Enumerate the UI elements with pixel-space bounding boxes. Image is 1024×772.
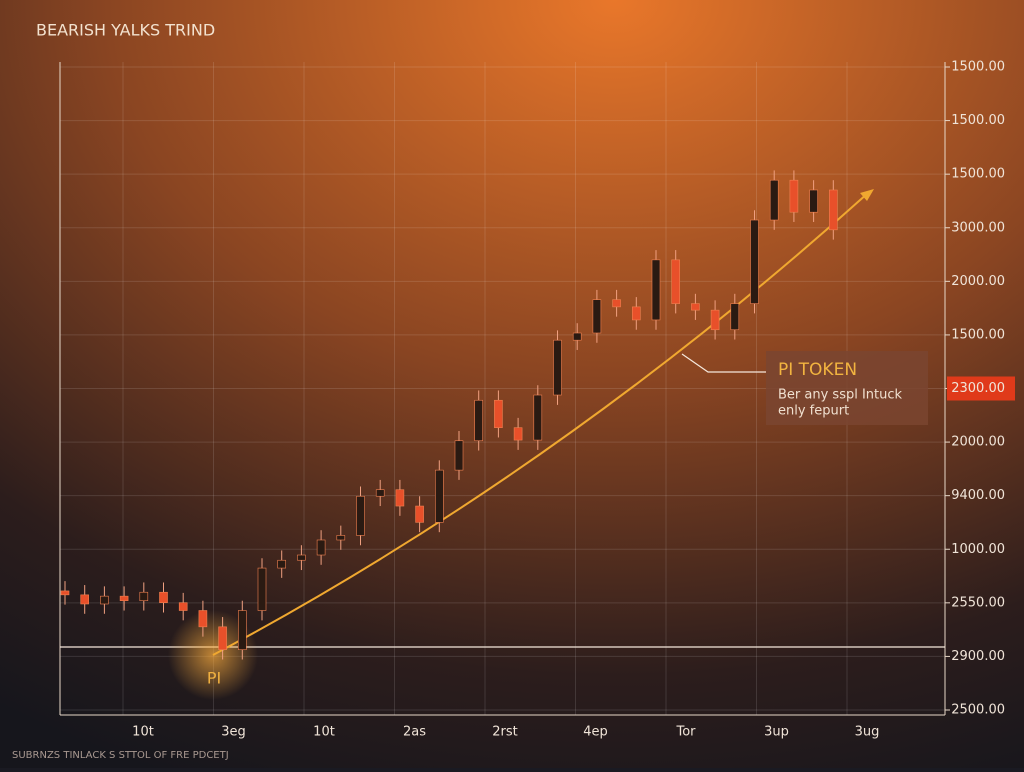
candle-body xyxy=(238,610,247,651)
candle-body xyxy=(434,469,444,523)
annotation-line: enly fepurt xyxy=(778,404,849,419)
candle-body xyxy=(139,591,149,602)
x-tick-label: Tor xyxy=(675,725,696,740)
x-tick-label: 10t xyxy=(132,725,154,740)
footer: SUBRNZS TINLACK S STTOL OF FRE PDCETJ xyxy=(12,750,229,761)
annotation-line: Ber any sspl Intuck xyxy=(778,388,903,403)
candles xyxy=(60,170,838,660)
candle-body xyxy=(789,179,799,213)
candle-body xyxy=(356,495,365,536)
candle-body xyxy=(710,309,720,331)
candle-body xyxy=(454,440,464,471)
candle-body xyxy=(572,332,582,341)
candle-body xyxy=(375,489,385,497)
y-tick-label: 1000.00 xyxy=(951,542,1005,557)
candle-body xyxy=(297,554,306,561)
x-tick-label: 2rst xyxy=(492,725,518,740)
x-tick-label: 3eg xyxy=(221,725,246,740)
y-tick-label: 3000.00 xyxy=(951,220,1005,235)
y-tick-label: 1500.00 xyxy=(951,167,1005,182)
candle-body xyxy=(60,590,70,596)
candle-body xyxy=(553,339,562,396)
candle-body xyxy=(750,219,759,304)
y-tick-label: 1500.00 xyxy=(951,113,1005,128)
y-tick-label: 9400.00 xyxy=(951,488,1005,503)
candle-body xyxy=(80,594,89,605)
x-tick-label: 3up xyxy=(764,725,789,740)
annotation-box xyxy=(766,351,928,425)
candle-body xyxy=(100,595,109,605)
y-tick-label: 2500.00 xyxy=(951,703,1005,718)
y-tick-label: 2000.00 xyxy=(951,435,1005,450)
candle-body xyxy=(395,489,405,507)
arrow-head xyxy=(860,189,874,201)
candle-body xyxy=(474,399,484,442)
candle-body xyxy=(651,259,661,321)
y-tick-label: 2000.00 xyxy=(951,274,1005,289)
candle-body xyxy=(809,189,818,213)
x-tick-label: 10t xyxy=(313,725,335,740)
y-tick-label: 2300.00 xyxy=(951,381,1005,396)
trend-arrow xyxy=(212,192,869,656)
candle-body xyxy=(316,539,326,556)
candle-body xyxy=(533,394,543,441)
candle-body xyxy=(257,567,267,611)
candle-body xyxy=(631,306,641,321)
label-highlight xyxy=(947,376,1015,401)
candle-body xyxy=(415,505,424,523)
annotation-title: PI TOKEN xyxy=(778,360,857,380)
y-tick-label: 2550.00 xyxy=(951,595,1005,610)
y-tick-label: 1500.00 xyxy=(951,60,1005,75)
candle-body xyxy=(494,399,503,428)
candle-body xyxy=(612,299,621,308)
candle-body xyxy=(198,610,208,628)
annotation-pointer xyxy=(681,353,766,373)
candle-body xyxy=(513,427,523,441)
candle-body xyxy=(828,189,838,231)
candle-body xyxy=(119,595,129,602)
candle-body xyxy=(730,303,740,331)
candle-body xyxy=(218,626,227,650)
x-tick-label: 3ug xyxy=(855,725,880,740)
candle-body xyxy=(159,591,168,603)
x-tick-label: 2as xyxy=(403,725,426,740)
candle-body xyxy=(178,602,188,611)
chart-title: BEARISH YALKS TRIND xyxy=(36,21,215,40)
y-tick-label: 2900.00 xyxy=(951,649,1005,664)
x-tick-label: 4ep xyxy=(583,725,608,740)
candle-body xyxy=(592,299,602,334)
candle-body xyxy=(336,535,346,541)
candle-body xyxy=(769,179,779,221)
candle-body xyxy=(671,259,681,304)
marker-label: PI xyxy=(207,669,221,688)
y-tick-label: 1500.00 xyxy=(951,327,1005,342)
candle-body xyxy=(691,303,700,311)
candle-body xyxy=(277,559,287,569)
